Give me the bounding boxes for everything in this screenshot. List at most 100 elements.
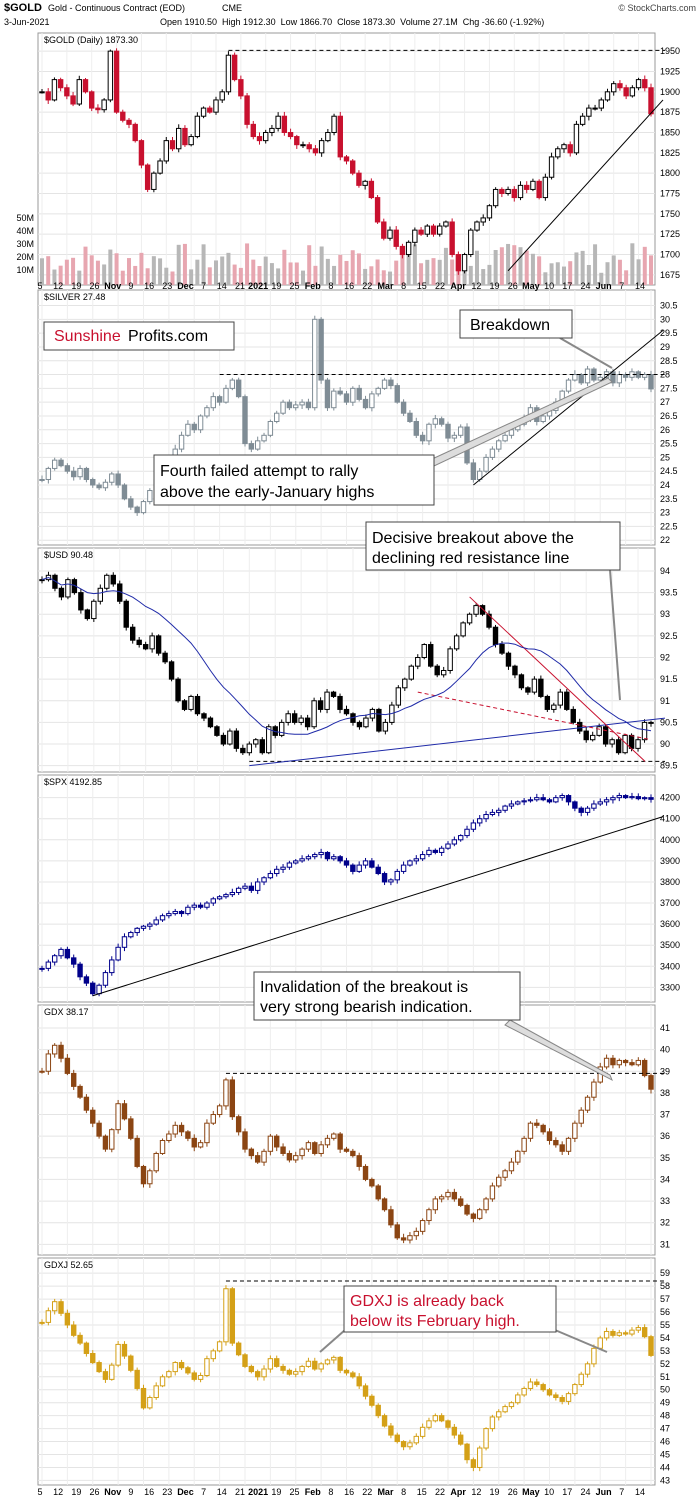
candle-body	[505, 652, 512, 667]
candle-body	[477, 1447, 483, 1468]
y-tick-label: 24	[660, 480, 670, 490]
x-tick-label-top: 16	[144, 281, 154, 291]
volume-bar	[512, 245, 517, 285]
volume-bar	[630, 243, 635, 285]
volume-bar	[263, 256, 268, 285]
candle-body	[244, 95, 250, 125]
candle-body	[51, 79, 58, 101]
volume-bar	[375, 259, 380, 285]
candle-body	[362, 398, 369, 409]
candle-body	[248, 885, 255, 891]
candle-body	[350, 864, 356, 872]
candle-body	[479, 605, 486, 615]
candle-body	[293, 404, 299, 409]
x-tick-label: Apr	[450, 1487, 466, 1497]
candle-body	[77, 467, 83, 478]
candle-body	[521, 800, 527, 803]
candle-body	[102, 972, 109, 986]
y-tick-label: 27.5	[660, 383, 678, 393]
candle-body	[286, 1152, 293, 1161]
volume-bar	[64, 259, 69, 285]
volume-bar	[642, 246, 647, 285]
candle-body	[343, 156, 350, 162]
candle-body	[331, 390, 337, 409]
candle-body	[438, 418, 445, 425]
candle-body	[267, 1135, 274, 1152]
candle-body	[461, 254, 468, 272]
candle-body	[546, 1389, 553, 1396]
candle-body	[596, 726, 602, 736]
candle-body	[534, 1122, 540, 1126]
y-tick-label: 25.5	[660, 439, 678, 449]
volume-bar	[89, 255, 94, 285]
candle-body	[419, 1426, 426, 1437]
candle-body	[635, 79, 642, 89]
x-tick-label: 17	[562, 1487, 572, 1497]
candle-body	[91, 600, 97, 620]
candle-body	[369, 1395, 375, 1406]
candle-body	[388, 379, 394, 387]
candle-body	[405, 241, 412, 256]
y-tick-label: 1775	[660, 189, 680, 199]
candle-body	[572, 801, 578, 809]
candle-body	[610, 797, 616, 801]
candle-body	[229, 892, 236, 896]
volume-bar	[257, 266, 262, 285]
header-description: Gold - Continuous Contract (EOD)	[48, 3, 185, 13]
x-tick-label: 23	[162, 1487, 172, 1497]
y-tick-label: 1750	[660, 209, 680, 219]
candle-body	[185, 1131, 191, 1139]
candle-body	[362, 180, 368, 186]
volume-bar	[481, 269, 486, 285]
gold-support-line	[507, 99, 664, 272]
x-tick-label: 15	[417, 1487, 427, 1497]
candle-body	[376, 708, 382, 732]
candle-body	[457, 1434, 464, 1445]
candle-body	[611, 83, 617, 93]
header-symbol: $GOLD	[4, 2, 42, 14]
gdx-invalidation-callout: Invalidation of the breakout is very str…	[253, 971, 613, 1082]
candle-body	[591, 803, 597, 809]
candle-body	[194, 115, 201, 138]
candle-body	[542, 176, 549, 199]
candle-body	[324, 1137, 331, 1146]
volume-bar	[549, 263, 554, 285]
candle-body	[400, 1441, 407, 1448]
candle-body	[527, 1381, 534, 1389]
volume-bar	[506, 243, 511, 285]
volume-bar	[431, 258, 436, 285]
x-tick-label-top: 15	[417, 281, 427, 291]
candle-body	[286, 401, 293, 409]
volume-bar	[487, 264, 492, 285]
candle-body	[374, 197, 381, 223]
candle-body	[470, 1459, 477, 1468]
candle-body	[120, 111, 126, 121]
candle-body	[318, 318, 324, 381]
x-tick-label-top: 5	[37, 281, 42, 291]
volume-bar	[524, 250, 529, 285]
y-tick-label: 1925	[660, 66, 680, 76]
candle-body	[293, 860, 299, 864]
candle-body	[159, 1139, 166, 1154]
panel-title: $SILVER 27.48	[44, 292, 105, 302]
candle-body	[445, 1191, 451, 1198]
candle-body	[162, 652, 168, 663]
candle-body	[464, 1204, 470, 1215]
candle-body	[64, 465, 71, 472]
volume-bar	[158, 258, 163, 285]
volume-bar	[58, 265, 63, 285]
x-tick-label-top: 26	[508, 281, 518, 291]
candle-body	[178, 434, 185, 450]
gdxj-callout-line1: GDXJ is already back	[350, 1293, 505, 1310]
volume-bar	[332, 265, 337, 285]
y-tick-label: 4100	[660, 814, 680, 824]
volume-bar	[108, 249, 113, 285]
candle-body	[266, 726, 272, 754]
candle-body	[584, 368, 591, 384]
y-tick-label: 90	[660, 739, 670, 749]
candle-body	[356, 1155, 362, 1167]
candle-body	[387, 229, 393, 239]
candle-body	[617, 83, 623, 89]
y-tick-label: 23	[660, 508, 670, 518]
candle-body	[331, 1356, 337, 1361]
